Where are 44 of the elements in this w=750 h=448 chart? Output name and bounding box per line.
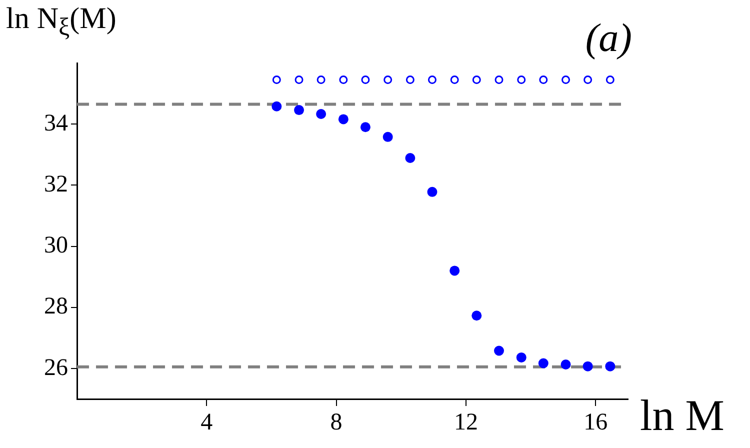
point: [584, 76, 592, 84]
point: [427, 186, 438, 197]
point: [272, 101, 282, 112]
point: [384, 76, 392, 84]
point: [338, 114, 348, 124]
point: [605, 361, 616, 372]
point: [472, 310, 482, 321]
point: [294, 105, 304, 116]
point: [582, 361, 593, 372]
point: [472, 76, 481, 84]
y-tick-label: 28: [44, 294, 68, 320]
point: [339, 76, 348, 84]
x-tick-label: 12: [454, 410, 478, 436]
point: [428, 76, 436, 84]
point: [405, 152, 416, 163]
point: [294, 76, 304, 84]
x-tick-label: 4: [200, 410, 213, 436]
y-tick-label: 30: [44, 232, 68, 259]
point: [272, 76, 281, 84]
x-tick-label: 16: [584, 410, 608, 436]
point: [516, 352, 526, 362]
point: [316, 76, 326, 84]
point: [406, 76, 414, 84]
y-axis-title: ln N$_{ξ}$(M): [6, 2, 116, 42]
y-tick-label: 26: [44, 354, 68, 381]
point: [450, 266, 460, 276]
y-tick-label: 32: [44, 171, 68, 198]
point: [450, 76, 459, 84]
point: [517, 76, 526, 84]
point: [538, 358, 548, 368]
x-tick-label: 8: [330, 410, 342, 436]
x-axis-title: ln M: [640, 390, 724, 441]
point: [562, 76, 570, 84]
point: [539, 76, 548, 84]
point: [316, 109, 326, 120]
point: [494, 76, 504, 84]
point: [360, 122, 370, 132]
point: [361, 76, 370, 84]
point: [494, 346, 504, 356]
point: [606, 76, 614, 84]
y-tick-label: 34: [44, 110, 68, 136]
point: [382, 132, 393, 142]
chart-title: (a): [585, 14, 632, 61]
point: [560, 359, 571, 370]
